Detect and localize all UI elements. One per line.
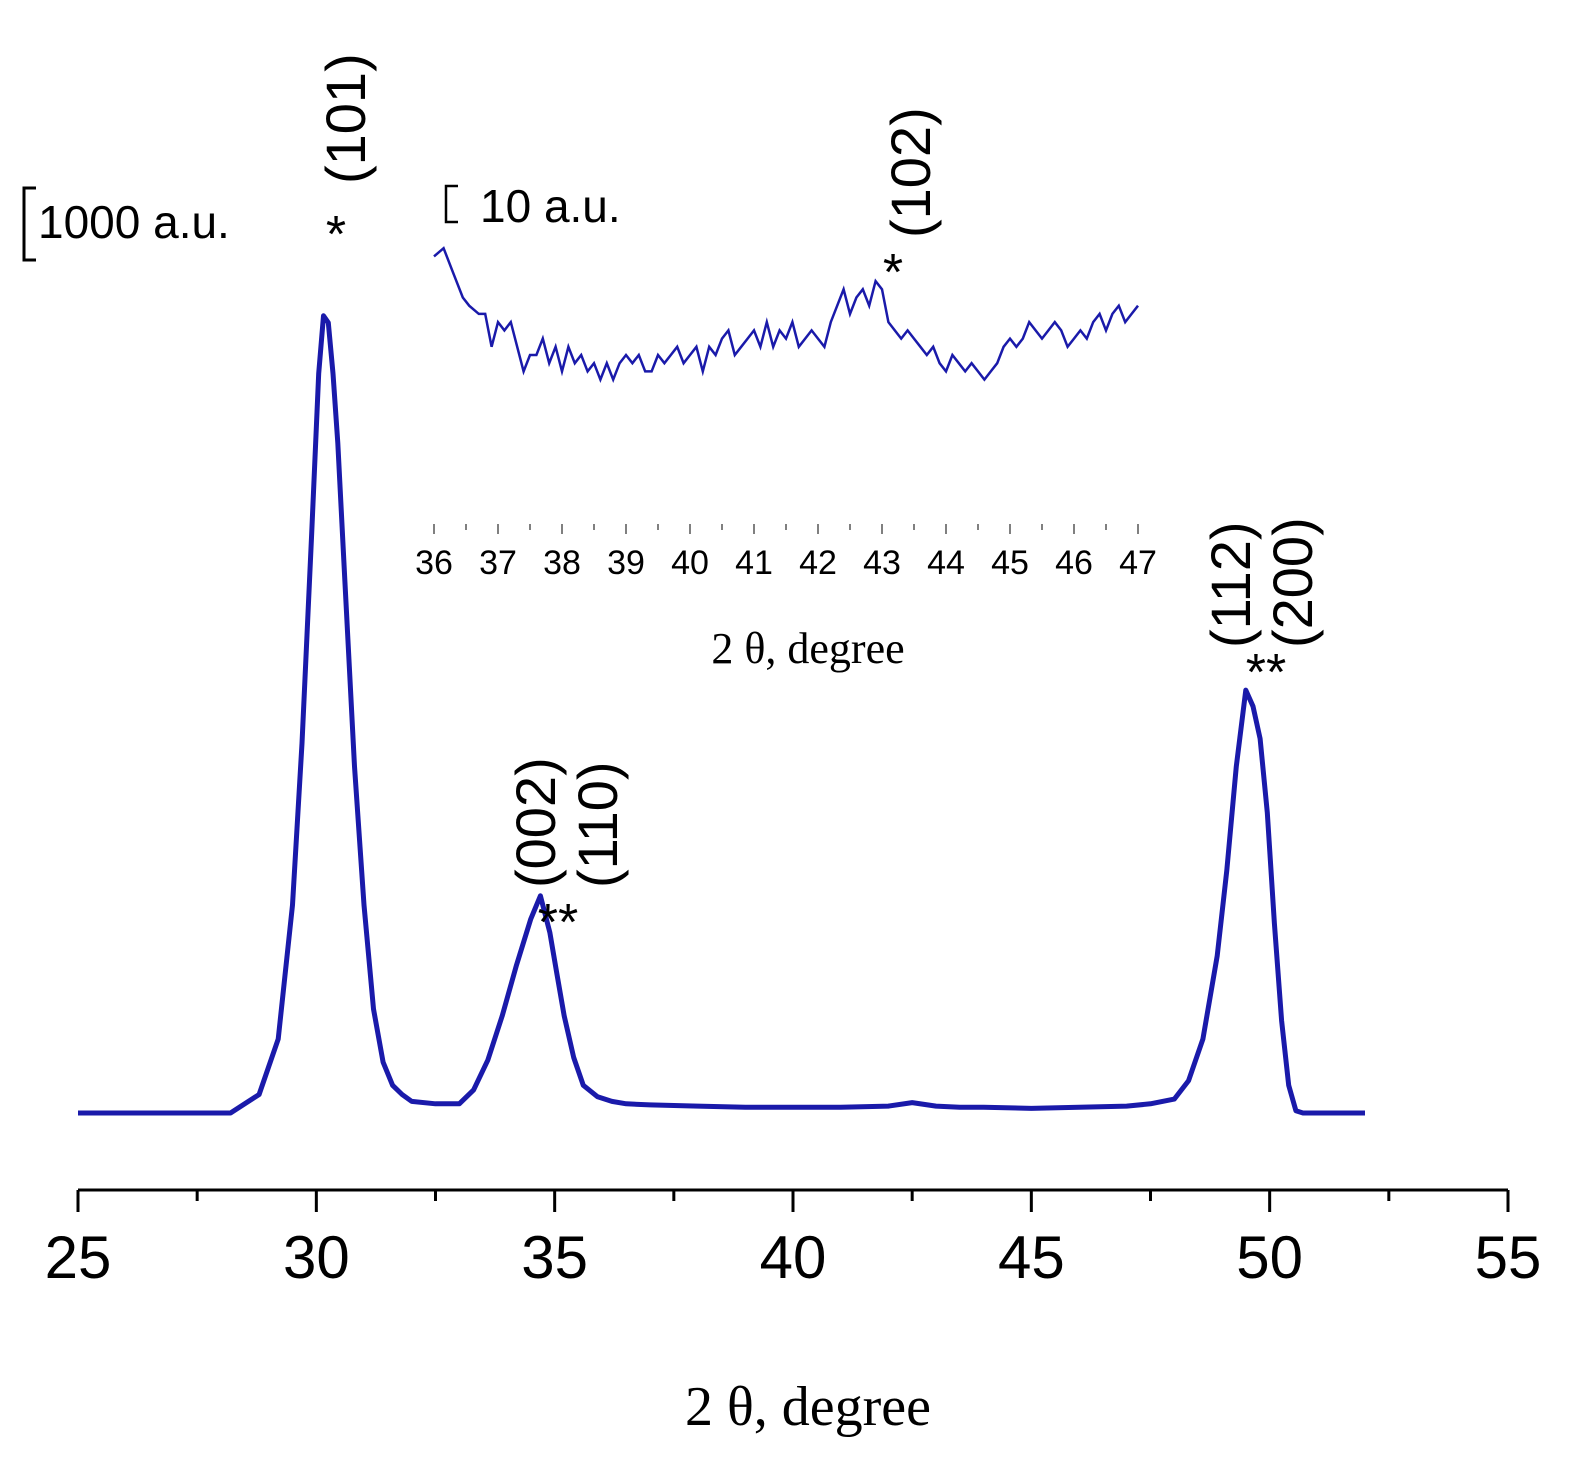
peak-102-label: (102) [879, 107, 942, 238]
peak-102-marker: * [883, 244, 903, 302]
peak-002-110-label: (002)(110) [504, 757, 629, 888]
inset-xrd-curve [433, 246, 1139, 384]
inset-x-tick-label: 38 [543, 544, 581, 582]
main-x-axis-title: 2 θ, degree [685, 1376, 931, 1438]
peak-101-label: (101) [314, 53, 377, 184]
main-x-axis: 25 30 35 40 45 50 55 [45, 1188, 1542, 1291]
inset-x-axis-title: 2 θ, degree [711, 624, 904, 673]
inset-x-tick-label: 43 [863, 544, 901, 582]
inset-scale-bar: 10 a.u. [444, 180, 621, 232]
peak-112-200-label: (112)(200) [1199, 517, 1324, 648]
inset-x-tick-label: 36 [415, 544, 453, 582]
inset-x-tick-label: 47 [1119, 544, 1157, 582]
main-x-tick-label: 55 [1475, 1224, 1542, 1291]
main-x-tick-label: 45 [998, 1224, 1065, 1291]
main-x-tick-label: 30 [283, 1224, 350, 1291]
peak-112-200-marker: ** [1246, 644, 1286, 702]
inset-scale-bar-label: 10 a.u. [480, 180, 621, 232]
peak-101-marker: * [326, 206, 346, 264]
main-x-tick-label: 40 [760, 1224, 827, 1291]
main-x-tick-label: 35 [521, 1224, 588, 1291]
main-scale-bar-label: 1000 a.u. [38, 196, 230, 248]
inset-x-tick-label: 45 [991, 544, 1029, 582]
inset-x-tick-label: 40 [671, 544, 709, 582]
main-x-tick-label: 50 [1236, 1224, 1303, 1291]
inset-x-tick-label: 46 [1055, 544, 1093, 582]
inset-x-tick-label: 37 [479, 544, 517, 582]
inset-x-tick-label: 42 [799, 544, 837, 582]
inset-x-axis: 36 37 38 39 40 41 42 43 44 45 46 47 [415, 524, 1157, 582]
inset-x-tick-label: 39 [607, 544, 645, 582]
inset-x-tick-label: 41 [735, 544, 773, 582]
peak-002-110-marker: ** [538, 894, 578, 952]
main-x-tick-label: 25 [45, 1224, 112, 1291]
inset-x-tick-label: 44 [927, 544, 965, 582]
main-scale-bar: 1000 a.u. [22, 186, 230, 262]
main-xrd-curve [78, 313, 1365, 1116]
